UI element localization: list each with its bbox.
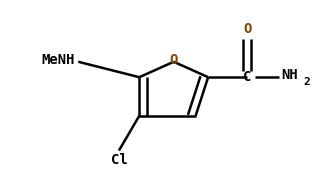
- Text: Cl: Cl: [110, 153, 127, 167]
- Text: C: C: [243, 70, 251, 84]
- Text: MeNH: MeNH: [42, 53, 75, 67]
- Text: 2: 2: [303, 77, 310, 87]
- Text: O: O: [243, 22, 251, 36]
- Text: NH: NH: [282, 68, 299, 82]
- Text: O: O: [170, 53, 178, 67]
